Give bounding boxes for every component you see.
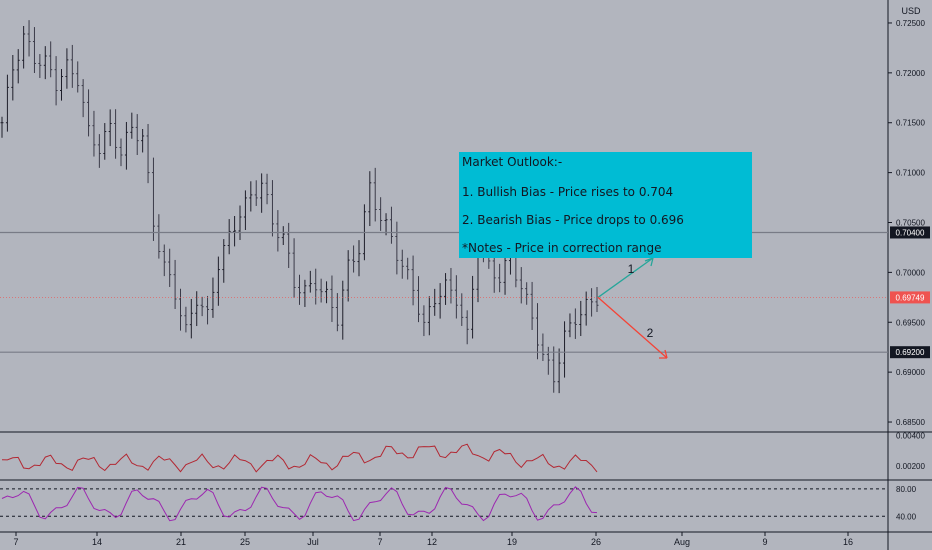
note-bearish: 2. Bearish Bias - Price drops to 0.696 [462, 213, 684, 227]
note-title: Market Outlook:- [462, 155, 563, 169]
time-tick-label: 19 [507, 537, 517, 547]
indicator-panel-2: 80.00 40.00 [0, 485, 917, 521]
level-label: 0.70400 [896, 228, 925, 237]
level-label: 0.69200 [896, 348, 925, 357]
indicator-2-line [1, 486, 598, 522]
projection-arrows: 12 [597, 257, 668, 359]
time-axis[interactable]: 7 14 21 25 Jul 7 12 19 26 Aug 9 16 [13, 532, 853, 547]
price-tick-label: 0.68500 [896, 418, 925, 427]
currency-label: USD [901, 6, 921, 16]
indicator-panel-1: 0.00400 0.00200 [1, 432, 925, 473]
arrow-label-1: 1 [628, 262, 635, 276]
price-tick-label: 0.69500 [896, 318, 925, 327]
horizontal-levels: 0.70400 0.69200 0.69749 [0, 226, 930, 359]
indicator-2-tick: 80.00 [896, 485, 917, 494]
candles [0, 20, 599, 394]
note-remark: *Notes - Price in correction range [462, 241, 662, 255]
time-tick-label: 7 [13, 537, 18, 547]
level-badge [890, 226, 930, 239]
arrow-label-2: 2 [647, 326, 654, 340]
price-tick-label: 0.71500 [896, 119, 925, 128]
price-tick-label: 0.69000 [896, 368, 925, 377]
time-tick-label: 7 [377, 537, 382, 547]
time-tick-label: 12 [427, 537, 437, 547]
price-tick-label: 0.70000 [896, 268, 925, 277]
price-tick-label: 0.72500 [896, 19, 925, 28]
time-tick-label: 9 [762, 537, 767, 547]
price-tick-label: 0.72000 [896, 69, 925, 78]
time-tick-label: 26 [591, 537, 601, 547]
time-tick-label: 21 [176, 537, 186, 547]
time-tick-label: Jul [307, 537, 319, 547]
market-outlook-note[interactable]: Market Outlook:- 1. Bullish Bias - Price… [459, 152, 752, 258]
price-tick-label: 0.71000 [896, 169, 925, 178]
bullish-arrowhead [644, 257, 654, 267]
price-tick-label: 0.70500 [896, 218, 925, 227]
current-price-badge [890, 291, 930, 304]
price-axis[interactable]: 0.72500 0.72000 0.71500 0.71000 0.70500 0.700… [888, 19, 925, 427]
note-bullish: 1. Bullish Bias - Price rises to 0.704 [462, 185, 674, 199]
indicator-2-tick: 40.00 [896, 512, 917, 521]
indicator-1-line [1, 443, 598, 473]
bearish-arrow [597, 296, 668, 359]
indicator-1-tick: 0.00200 [896, 462, 925, 471]
time-tick-label: Aug [674, 537, 690, 547]
bearish-arrowhead [659, 349, 668, 359]
indicator-1-tick: 0.00400 [896, 432, 925, 441]
time-tick-label: 14 [92, 537, 102, 547]
time-tick-label: 16 [843, 537, 853, 547]
level-badge [890, 346, 930, 359]
time-tick-label: 25 [240, 537, 250, 547]
current-price-label: 0.69749 [896, 293, 925, 302]
bullish-arrow [597, 257, 654, 298]
